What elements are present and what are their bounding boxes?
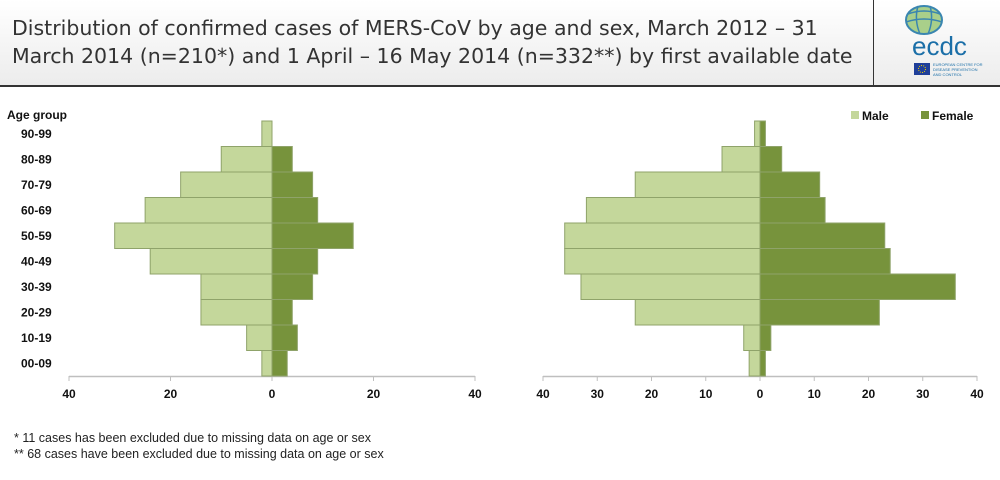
bar-male-90-99 bbox=[754, 120, 761, 147]
footnotes: * 11 cases has been excluded due to miss… bbox=[14, 430, 384, 462]
bar-male-40-49 bbox=[149, 248, 273, 275]
x-tick-label: 0 bbox=[269, 387, 276, 401]
category-label: 00-09 bbox=[21, 356, 52, 370]
bar-female-20-29 bbox=[271, 299, 293, 326]
category-label: 90-99 bbox=[21, 127, 52, 141]
category-label: 80-89 bbox=[21, 152, 52, 166]
bar-female-80-89 bbox=[271, 146, 293, 173]
x-tick-label: 40 bbox=[536, 387, 550, 401]
title-line-1: Distribution of confirmed cases of MERS-… bbox=[12, 16, 818, 40]
x-tick-label: 40 bbox=[468, 387, 482, 401]
category-label: 70-79 bbox=[21, 178, 52, 192]
bar-female-20-29 bbox=[759, 299, 880, 326]
x-tick-label: 40 bbox=[970, 387, 984, 401]
x-tick-label: 20 bbox=[862, 387, 876, 401]
bar-male-10-19 bbox=[246, 324, 273, 351]
x-tick-label: 20 bbox=[367, 387, 381, 401]
eu-flag-icon bbox=[914, 63, 930, 75]
bar-female-30-39 bbox=[759, 273, 956, 300]
legend-male-label: Male bbox=[862, 109, 889, 123]
bar-female-00-09 bbox=[271, 350, 288, 377]
bar-female-40-49 bbox=[759, 248, 891, 275]
bar-male-60-69 bbox=[144, 197, 273, 224]
bar-female-80-89 bbox=[759, 146, 783, 173]
bar-female-70-79 bbox=[271, 171, 314, 198]
ecdc-logo: ecdc EUROPEAN CENTRE FOR DISEASE PREVENT… bbox=[873, 0, 1000, 85]
bar-male-00-09 bbox=[261, 350, 273, 377]
category-label: 60-69 bbox=[21, 203, 52, 217]
legend-female-label: Female bbox=[932, 109, 974, 123]
bar-male-50-59 bbox=[564, 222, 761, 249]
category-label: 50-59 bbox=[21, 229, 52, 243]
bar-male-20-29 bbox=[200, 299, 273, 326]
category-label: 40-49 bbox=[21, 254, 52, 268]
legend-male-swatch bbox=[851, 111, 859, 119]
x-tick-label: 10 bbox=[808, 387, 822, 401]
bar-female-50-59 bbox=[759, 222, 886, 249]
x-tick-label: 30 bbox=[916, 387, 930, 401]
title-line-2: March 2014 (n=210*) and 1 April – 16 May… bbox=[12, 44, 853, 68]
logo-text: ecdc bbox=[912, 31, 967, 61]
footnote-2: ** 68 cases have been excluded due to mi… bbox=[14, 447, 384, 461]
x-tick-label: 0 bbox=[757, 387, 764, 401]
x-tick-label: 30 bbox=[591, 387, 605, 401]
y-axis-title: Age group bbox=[7, 108, 67, 122]
bar-female-70-79 bbox=[759, 171, 821, 198]
bar-male-30-39 bbox=[200, 273, 273, 300]
svg-text:AND CONTROL: AND CONTROL bbox=[933, 72, 963, 77]
svg-text:DISEASE PREVENTION: DISEASE PREVENTION bbox=[933, 67, 978, 72]
bar-female-60-69 bbox=[271, 197, 319, 224]
legend: Male Female bbox=[851, 109, 974, 123]
bar-male-60-69 bbox=[585, 197, 761, 224]
bar-male-70-79 bbox=[634, 171, 761, 198]
bar-male-90-99 bbox=[261, 120, 273, 147]
x-tick-label: 20 bbox=[645, 387, 659, 401]
bar-male-00-09 bbox=[748, 350, 761, 377]
bar-female-50-59 bbox=[271, 222, 354, 249]
category-label: 20-29 bbox=[21, 305, 52, 319]
page-title: Distribution of confirmed cases of MERS-… bbox=[12, 14, 872, 70]
legend-female-swatch bbox=[921, 111, 929, 119]
bar-male-10-19 bbox=[743, 324, 761, 351]
bar-female-00-09 bbox=[759, 350, 766, 377]
bar-female-10-19 bbox=[759, 324, 772, 351]
category-label: 10-19 bbox=[21, 331, 52, 345]
footnote-1: * 11 cases has been excluded due to miss… bbox=[14, 431, 371, 445]
globe-icon bbox=[905, 5, 943, 35]
bar-female-90-99 bbox=[759, 120, 766, 147]
x-tick-label: 20 bbox=[164, 387, 178, 401]
x-tick-label: 40 bbox=[62, 387, 76, 401]
bar-male-50-59 bbox=[114, 222, 273, 249]
bar-female-10-19 bbox=[271, 324, 298, 351]
bar-male-30-39 bbox=[580, 273, 761, 300]
bar-female-30-39 bbox=[271, 273, 314, 300]
bar-male-20-29 bbox=[634, 299, 761, 326]
bar-male-80-89 bbox=[721, 146, 761, 173]
bar-male-80-89 bbox=[220, 146, 273, 173]
population-pyramid-charts: Age group Male Female 90-99 80-89 70-79 60-… bbox=[7, 108, 984, 401]
svg-text:EUROPEAN CENTRE FOR: EUROPEAN CENTRE FOR bbox=[933, 62, 983, 67]
bar-female-60-69 bbox=[759, 197, 826, 224]
x-tick-label: 10 bbox=[699, 387, 713, 401]
bar-male-40-49 bbox=[564, 248, 761, 275]
category-label: 30-39 bbox=[21, 280, 52, 294]
bar-male-70-79 bbox=[180, 171, 273, 198]
bar-female-40-49 bbox=[271, 248, 319, 275]
header: Distribution of confirmed cases of MERS-… bbox=[0, 0, 1000, 87]
